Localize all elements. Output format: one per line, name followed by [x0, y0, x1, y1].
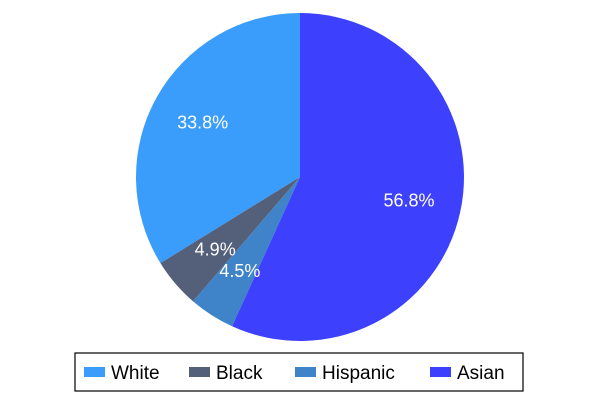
legend-swatch-white	[84, 367, 105, 377]
pie-slice-black	[160, 177, 300, 302]
legend-swatch-black	[189, 367, 210, 377]
legend: White Black Hispanic Asian	[74, 352, 524, 392]
pie-slice-hispanic	[193, 177, 300, 327]
slice-label-black: 4.9%	[195, 239, 236, 259]
slice-labels: 33.8% 4.9%4.5% 56.8%	[177, 113, 434, 281]
legend-swatch-hispanic	[295, 367, 316, 377]
legend-label-hispanic: Hispanic	[322, 363, 395, 384]
slice-label-white: 33.8%	[177, 113, 228, 133]
legend-label-white: White	[111, 363, 160, 384]
pie-slice-white	[136, 13, 300, 264]
legend-label-black: Black	[216, 363, 263, 384]
slice-label-asian: 56.8%	[383, 191, 434, 211]
legend-label-asian: Asian	[457, 363, 505, 384]
pie-slice-asian	[232, 13, 464, 342]
legend-swatch-asian	[430, 367, 451, 377]
pie-slices	[136, 13, 464, 342]
slice-label-hispanic: 4.5%	[219, 261, 260, 281]
